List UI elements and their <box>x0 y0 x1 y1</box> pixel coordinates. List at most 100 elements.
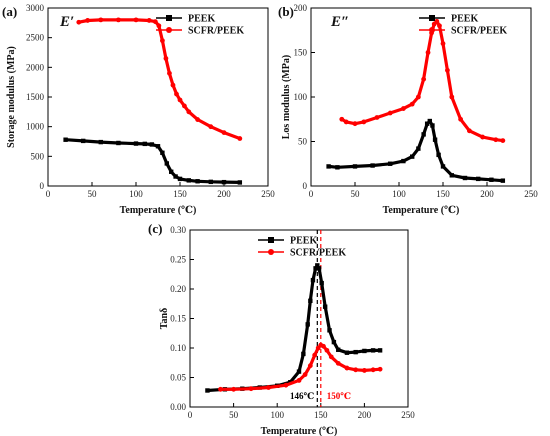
data-point <box>324 347 330 353</box>
series-peek <box>205 263 383 393</box>
data-point <box>339 116 345 122</box>
data-point <box>362 368 367 373</box>
data-point <box>427 118 432 124</box>
data-point <box>458 116 463 122</box>
y-tick-label: 1500 <box>26 92 45 102</box>
data-point <box>352 121 358 127</box>
y-tick-label: 0.05 <box>170 373 186 383</box>
data-point <box>85 18 90 23</box>
y-tick-label: 1000 <box>26 122 45 132</box>
data-point <box>327 328 332 333</box>
data-point <box>312 352 318 358</box>
data-point <box>361 119 367 125</box>
data-point <box>169 169 174 174</box>
x-tick-label: 150 <box>314 410 328 420</box>
data-point <box>430 123 435 128</box>
x-tick-label: 100 <box>129 189 143 199</box>
data-point <box>208 124 214 130</box>
legend-marker <box>268 237 274 243</box>
data-point <box>335 165 340 170</box>
data-point <box>155 144 161 149</box>
y-axis-label: Storage modulus (MPa) <box>6 46 17 148</box>
panel-title: E″ <box>330 14 349 30</box>
data-point <box>305 322 310 327</box>
data-point <box>164 161 169 166</box>
data-point <box>445 67 450 73</box>
data-point <box>424 121 430 126</box>
series-line <box>65 138 240 184</box>
legend-marker <box>429 27 435 33</box>
data-point <box>500 138 506 144</box>
data-point <box>218 386 223 392</box>
data-point <box>462 175 468 181</box>
data-point <box>437 23 442 29</box>
data-point <box>302 372 308 377</box>
data-point <box>177 97 183 103</box>
series-scfr-peek <box>76 17 243 141</box>
x-tick-label: 50 <box>88 189 98 199</box>
data-point <box>81 138 86 144</box>
data-point <box>436 152 441 158</box>
data-point <box>387 110 393 116</box>
x-tick-label: 200 <box>480 189 494 199</box>
data-point <box>313 266 318 271</box>
data-point <box>160 150 165 155</box>
data-point <box>208 179 213 185</box>
data-point <box>315 263 320 268</box>
data-point <box>476 176 481 182</box>
annotation-label: 150℃ <box>327 391 352 401</box>
y-tick-label: 0.00 <box>170 402 186 412</box>
data-point <box>221 130 227 136</box>
legend-marker <box>268 249 274 255</box>
data-point <box>237 180 243 185</box>
data-point <box>195 117 201 122</box>
chart-panel-b: 0 50 100 150 200 250 0 50 100 150 200 Temperature (… <box>278 3 538 216</box>
data-point <box>449 173 454 178</box>
legend-label: PEEK <box>188 14 215 25</box>
x-tick-label: 250 <box>401 410 415 420</box>
x-tick-label: 50 <box>229 410 239 420</box>
data-point <box>146 18 152 23</box>
legend-marker <box>166 27 172 33</box>
data-point <box>410 154 415 159</box>
data-point <box>322 304 328 309</box>
data-point <box>432 137 438 142</box>
data-point <box>237 136 243 141</box>
y-axis-label: Los modulus (MPa) <box>281 55 292 139</box>
data-point <box>248 386 254 392</box>
data-point <box>296 378 302 383</box>
panel-label: (c) <box>148 221 162 236</box>
series-line <box>78 18 241 140</box>
x-tick-label: 0 <box>309 189 314 199</box>
data-point <box>449 94 455 100</box>
y-tick-label: 150 <box>294 48 308 58</box>
data-point <box>319 280 324 286</box>
series-line <box>328 119 503 183</box>
data-point <box>231 386 237 392</box>
data-point <box>133 141 139 146</box>
x-axis-label: Temperature (℃) <box>261 426 338 436</box>
data-point <box>421 132 426 137</box>
data-point <box>493 137 499 143</box>
x-tick-label: 100 <box>392 189 406 199</box>
series-line <box>207 263 381 393</box>
data-point <box>416 146 421 151</box>
data-point <box>377 366 383 372</box>
data-point <box>116 17 121 23</box>
data-point <box>266 385 271 390</box>
data-point <box>344 350 350 355</box>
data-point <box>409 101 415 107</box>
legend-label: SCFR/PEEK <box>188 26 244 37</box>
data-point <box>377 348 383 353</box>
chart-panel-a: 0 50 100 150 200 250050010001500200025003000T… <box>2 3 275 216</box>
series-scfr-peek <box>218 342 383 392</box>
data-point <box>76 19 82 25</box>
data-point <box>480 134 485 140</box>
data-point <box>401 106 406 111</box>
legend-label: PEEK <box>290 236 317 247</box>
data-point <box>489 177 494 182</box>
data-point <box>149 142 155 147</box>
data-point <box>116 140 121 146</box>
data-point <box>186 178 191 183</box>
data-point <box>370 367 376 373</box>
